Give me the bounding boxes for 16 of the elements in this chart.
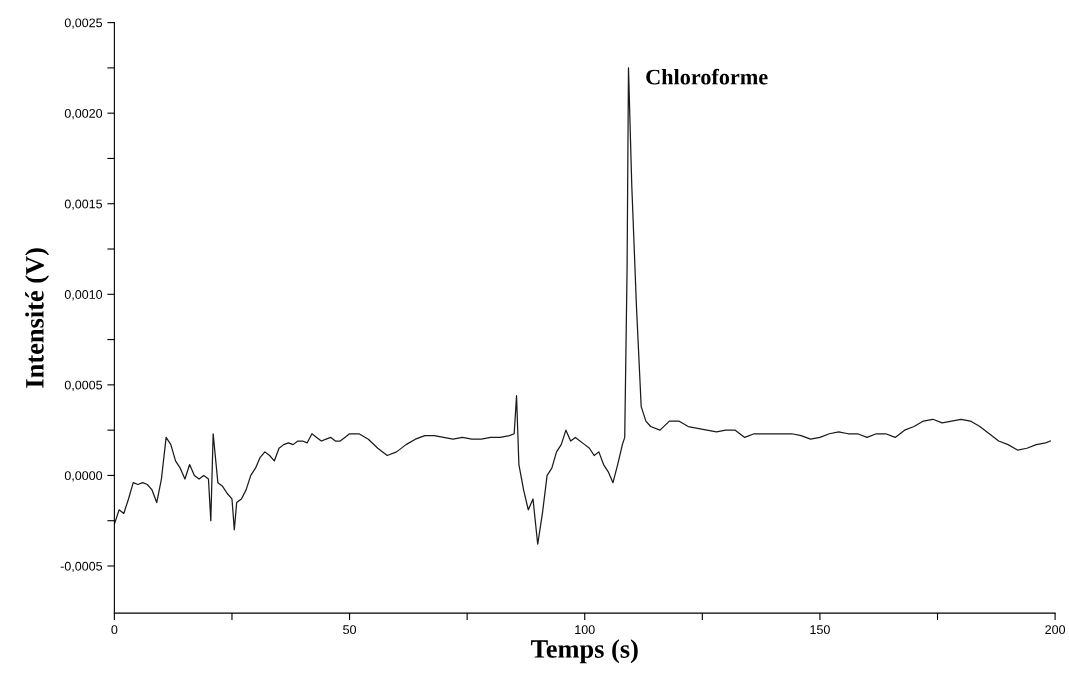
x-tick-label: 200 xyxy=(1045,625,1066,635)
y-tick-label: 0,0005 xyxy=(64,380,103,391)
y-tick-label: 0,0025 xyxy=(64,18,103,29)
y-tick-label: 0,0000 xyxy=(64,471,103,482)
x-tick-label: 0 xyxy=(111,625,118,635)
annotation: Chloroforme xyxy=(646,68,768,85)
y-tick-label: -0,0005 xyxy=(60,561,103,573)
x-axis-title: Temps (s) xyxy=(531,639,638,664)
line-series xyxy=(114,67,1052,545)
x-tick-label: 100 xyxy=(575,625,595,635)
x-tick-label: 150 xyxy=(810,625,830,635)
x-tick-label: 50 xyxy=(343,625,357,635)
y-tick-label: 0,0010 xyxy=(64,290,103,301)
y-tick-label: 0,0020 xyxy=(64,108,103,120)
y-tick-label: 0,0015 xyxy=(64,199,103,210)
y-axis-title: Intensité (V) xyxy=(25,248,50,388)
